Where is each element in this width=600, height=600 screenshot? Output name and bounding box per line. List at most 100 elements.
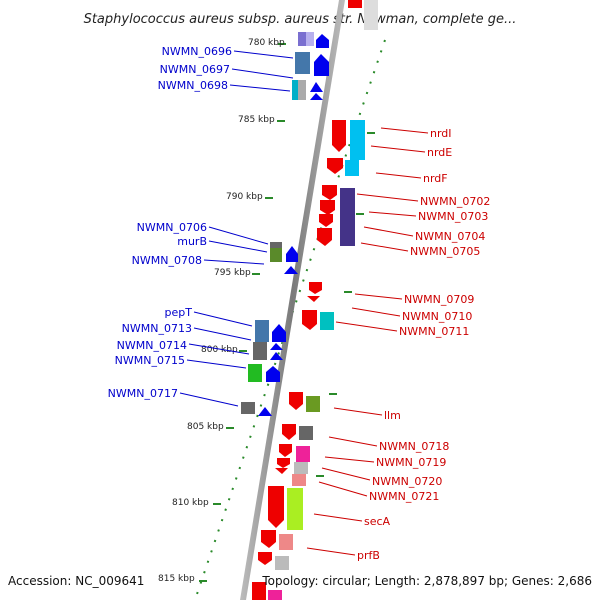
gene-box[interactable]: [364, 0, 378, 30]
gene-label[interactable]: NWMN_0719: [376, 456, 446, 469]
gene-box[interactable]: [275, 556, 289, 570]
gene-label[interactable]: NWMN_0696: [162, 45, 232, 58]
gene-arrow[interactable]: [320, 200, 335, 215]
left-strand-features: [241, 32, 329, 416]
gene-label[interactable]: nrdI: [430, 127, 452, 140]
gene-arrow[interactable]: [310, 93, 323, 100]
gene-arrow[interactable]: [289, 392, 303, 410]
gene-box[interactable]: [279, 534, 293, 550]
gene-label[interactable]: pepT: [165, 306, 193, 319]
gene-label[interactable]: NWMN_0710: [402, 310, 472, 323]
gene-box[interactable]: [294, 462, 308, 474]
gene-label[interactable]: prfB: [357, 549, 380, 562]
scale-label: 795 kbp: [214, 268, 251, 278]
gene-label[interactable]: NWMN_0704: [415, 230, 485, 243]
label-leader: [351, 307, 401, 317]
gene-arrow[interactable]: [258, 552, 272, 565]
gene-box[interactable]: [248, 364, 262, 382]
gene-arrow[interactable]: [277, 458, 290, 468]
gene-arrow[interactable]: [270, 343, 283, 350]
outer-ticks: [316, 132, 375, 477]
gene-arrow[interactable]: [272, 324, 286, 342]
gene-box[interactable]: [287, 488, 303, 530]
gene-label[interactable]: NWMN_0705: [410, 245, 480, 258]
label-leader: [375, 172, 422, 179]
topology-text: Topology: circular; Length: 2,878,897 bp…: [261, 574, 592, 588]
gene-label[interactable]: NWMN_0709: [404, 293, 474, 306]
gene-box[interactable]: [340, 188, 355, 246]
gene-label[interactable]: secA: [364, 515, 391, 528]
gene-arrow[interactable]: [310, 82, 323, 92]
gene-label[interactable]: nrdE: [427, 146, 452, 159]
gene-arrow[interactable]: [270, 352, 283, 360]
gene-label[interactable]: NWMN_0702: [420, 195, 490, 208]
gene-box[interactable]: [270, 242, 282, 248]
gene-box[interactable]: [253, 342, 267, 360]
gene-label[interactable]: NWMN_0698: [158, 79, 228, 92]
gene-box[interactable]: [295, 52, 310, 74]
gene-arrow[interactable]: [286, 246, 298, 262]
gene-arrow[interactable]: [319, 214, 333, 227]
label-leader: [328, 436, 378, 447]
gene-label[interactable]: NWMN_0714: [117, 339, 187, 352]
label-leader: [363, 226, 414, 237]
gene-arrow[interactable]: [266, 366, 280, 382]
gene-arrow[interactable]: [282, 424, 296, 440]
label-leader: [188, 343, 250, 355]
gene-arrow[interactable]: [309, 282, 322, 294]
gene-box[interactable]: [292, 80, 300, 100]
gene-arrow[interactable]: [317, 228, 332, 246]
label-leader: [233, 50, 294, 59]
gene-arrow[interactable]: [275, 468, 288, 474]
gene-label[interactable]: NWMN_0721: [369, 490, 439, 503]
gene-arrow[interactable]: [316, 34, 329, 48]
gene-arrow[interactable]: [322, 185, 337, 200]
gene-arrow[interactable]: [327, 158, 343, 174]
scale-label: 790 kbp: [226, 192, 263, 202]
left-labels: NWMN_0696 NWMN_0697 NWMN_0698 NWMN_0706 …: [108, 45, 294, 407]
gene-arrow[interactable]: [332, 120, 346, 152]
gene-label[interactable]: NWMN_0708: [132, 254, 202, 267]
gene-arrow[interactable]: [284, 266, 298, 274]
genome-backbone: [240, 0, 345, 600]
gene-label[interactable]: NWMN_0703: [418, 210, 488, 223]
gene-arrow[interactable]: [258, 407, 272, 416]
gene-box[interactable]: [320, 312, 334, 330]
gene-box[interactable]: [348, 0, 362, 8]
gene-box[interactable]: [292, 474, 306, 486]
gene-label[interactable]: NWMN_0713: [122, 322, 192, 335]
gene-label[interactable]: NWMN_0697: [160, 63, 230, 76]
gene-label[interactable]: nrdF: [423, 172, 448, 185]
label-leader: [313, 513, 363, 522]
gene-box[interactable]: [296, 446, 310, 462]
label-leader: [231, 68, 294, 79]
gene-box[interactable]: [350, 120, 365, 160]
gene-box[interactable]: [298, 80, 306, 100]
gene-label[interactable]: NWMN_0711: [399, 325, 469, 338]
gene-arrow[interactable]: [279, 444, 292, 457]
gene-box[interactable]: [241, 402, 255, 414]
gene-arrow[interactable]: [302, 310, 317, 330]
gene-label[interactable]: murB: [177, 235, 207, 248]
gene-arrow[interactable]: [252, 582, 266, 600]
gene-box[interactable]: [255, 320, 269, 342]
gene-box[interactable]: [268, 590, 282, 600]
gene-box[interactable]: [345, 160, 359, 176]
gene-arrow[interactable]: [314, 54, 329, 76]
gene-arrow[interactable]: [268, 486, 284, 528]
gene-label[interactable]: NWMN_0720: [372, 475, 442, 488]
gene-label[interactable]: NWMN_0717: [108, 387, 178, 400]
gene-box[interactable]: [306, 396, 320, 412]
gene-arrow[interactable]: [307, 296, 320, 302]
label-leader: [370, 145, 426, 153]
gene-box[interactable]: [306, 32, 314, 46]
gene-arrow[interactable]: [261, 530, 276, 548]
gene-box[interactable]: [299, 426, 313, 440]
gene-label[interactable]: NWMN_0715: [115, 354, 185, 367]
label-leader: [356, 193, 419, 202]
gene-label[interactable]: NWMN_0718: [379, 440, 449, 453]
label-leader: [318, 481, 368, 497]
label-leader: [354, 293, 403, 300]
gene-label[interactable]: llm: [384, 409, 401, 422]
gene-label[interactable]: NWMN_0706: [137, 221, 207, 234]
